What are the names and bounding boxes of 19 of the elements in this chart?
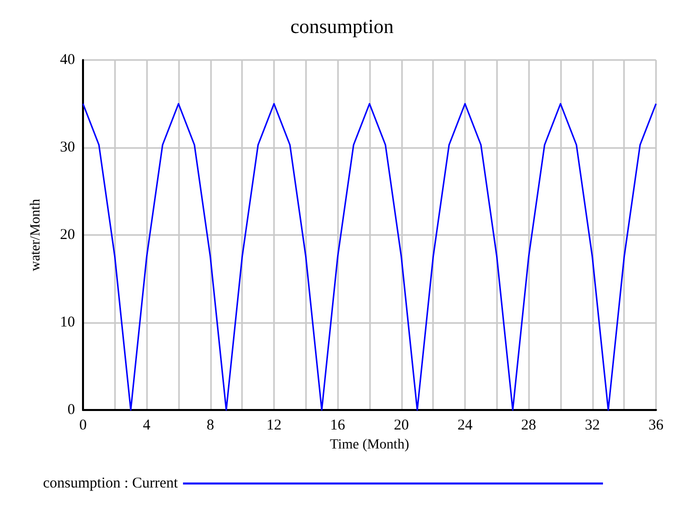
y-axis-title: water/Month bbox=[28, 198, 44, 272]
y-tick-label: 30 bbox=[60, 140, 75, 156]
text: consumption : Current bbox=[42, 476, 179, 492]
x-tick-label: 36 bbox=[648, 418, 664, 434]
x-tick-label: 28 bbox=[521, 418, 536, 434]
y-tick-label: 40 bbox=[60, 52, 75, 68]
y-tick-label: 0 bbox=[68, 402, 75, 418]
x-axis-title: Time (Month) bbox=[330, 437, 410, 452]
x-tick-label: 0 bbox=[79, 418, 87, 434]
x-tick-label: 16 bbox=[330, 418, 346, 434]
x-tick-label: 4 bbox=[142, 418, 151, 434]
x-tick-label: 24 bbox=[458, 418, 473, 434]
x-tick-label: 8 bbox=[206, 418, 214, 434]
x-tick-label: 20 bbox=[394, 418, 409, 434]
x-tick-label: 12 bbox=[266, 418, 282, 434]
x-tick-label: 32 bbox=[584, 418, 600, 434]
y-tick-label: 20 bbox=[60, 227, 75, 243]
chart-title: consumption bbox=[290, 16, 394, 38]
y-tick-label: 10 bbox=[60, 314, 75, 330]
